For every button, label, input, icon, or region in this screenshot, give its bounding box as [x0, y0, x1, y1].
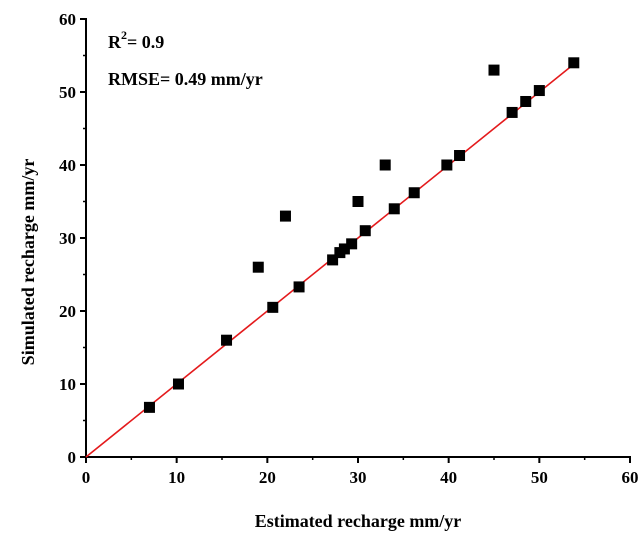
data-point	[506, 106, 518, 118]
data-point	[379, 159, 391, 171]
data-point	[293, 281, 305, 293]
x-tick-label: 0	[82, 468, 91, 487]
data-point	[327, 254, 339, 266]
x-axis-title: Estimated recharge mm/yr	[255, 511, 462, 531]
data-point	[267, 301, 279, 313]
r-squared-annotation: R2= 0.9	[108, 28, 164, 52]
y-tick-label: 30	[59, 229, 76, 248]
data-point	[408, 187, 420, 199]
y-axis-title: Simulated recharge mm/yr	[18, 159, 38, 366]
y-tick-label: 50	[59, 83, 76, 102]
data-point	[252, 261, 264, 273]
data-point	[346, 238, 358, 250]
x-tick-label: 60	[622, 468, 639, 487]
y-tick-labels: 0 10 20 30 40 50 60	[59, 10, 76, 467]
data-point	[338, 243, 350, 255]
data-point	[568, 57, 580, 69]
data-point	[172, 378, 184, 390]
x-tick-label: 20	[259, 468, 276, 487]
x-tick-label: 40	[440, 468, 457, 487]
y-tick-label: 60	[59, 10, 76, 29]
data-point	[388, 203, 400, 215]
data-point	[520, 95, 532, 107]
rmse-annotation: RMSE= 0.49 mm/yr	[108, 69, 263, 89]
data-point	[352, 196, 364, 207]
x-tick-label: 10	[168, 468, 185, 487]
y-tick-label: 20	[59, 302, 76, 321]
x-tick-labels: 0 10 20 30 40 50 60	[82, 468, 639, 487]
data-point	[533, 85, 545, 97]
data-point	[221, 334, 233, 346]
x-tick-label: 50	[531, 468, 548, 487]
data-points	[143, 57, 580, 413]
data-point	[488, 64, 500, 76]
data-point	[359, 225, 371, 237]
axes	[80, 18, 631, 463]
r-squared-exponent: 2	[121, 28, 127, 42]
y-tick-label: 0	[68, 448, 77, 467]
data-point	[279, 210, 291, 222]
data-point	[441, 159, 453, 171]
data-point	[454, 150, 466, 162]
x-tick-label: 30	[350, 468, 367, 487]
y-tick-label: 40	[59, 156, 76, 175]
y-tick-label: 10	[59, 375, 76, 394]
data-point	[143, 401, 155, 413]
